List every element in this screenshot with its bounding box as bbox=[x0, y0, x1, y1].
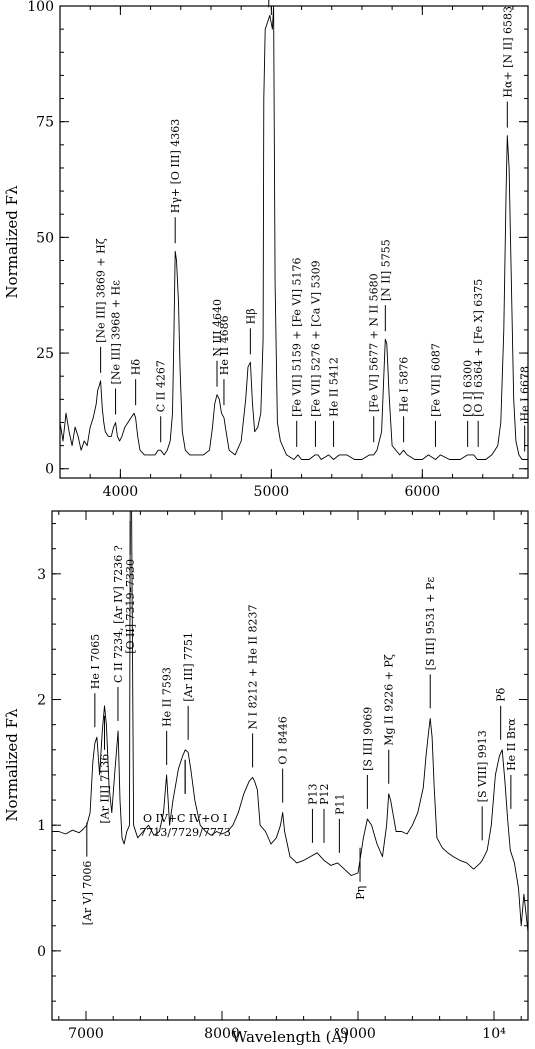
line-annotation: [Fe VII] 5276 + [Ca V] 5309 bbox=[309, 260, 322, 416]
line-annotation: Pη bbox=[354, 886, 367, 900]
line-annotation: Pδ bbox=[495, 687, 508, 701]
line-annotation: He I 6678 bbox=[519, 366, 532, 421]
x-tick-label: 9000 bbox=[340, 1026, 376, 1042]
line-annotation: C II 7234, [Ar IV] 7236 ? bbox=[112, 545, 125, 683]
line-annotation: [Fe VII] 5159 + [Fe VI] 5176 bbox=[291, 258, 304, 417]
line-annotation: He II 5412 bbox=[328, 357, 341, 417]
bottom-y-axis-label: Normalized Fλ bbox=[3, 708, 21, 822]
x-tick-label: 10⁴ bbox=[482, 1026, 506, 1042]
line-annotation: Mg II 9226 + Pζ bbox=[383, 654, 396, 746]
x-tick-label: 5000 bbox=[254, 484, 290, 500]
line-annotation: [Ar III] 7136 bbox=[98, 754, 111, 824]
top-plot-frame bbox=[59, 5, 529, 479]
line-annotation: Hβ bbox=[244, 308, 257, 324]
x-tick-label: 8000 bbox=[204, 1026, 240, 1042]
line-annotation: 7713/7729/7773 bbox=[139, 826, 230, 839]
y-tick-label: 3 bbox=[37, 567, 46, 583]
top-spectrum-line bbox=[59, 5, 528, 460]
line-annotation: [Ne III] 3968 + Hε bbox=[110, 280, 123, 385]
line-annotation: [O I] 6364 + [Fe X] 6375 bbox=[472, 279, 485, 417]
line-annotation: [Fe VII] 6087 bbox=[429, 343, 442, 417]
line-annotation: [S VIII] 9913 bbox=[476, 730, 489, 802]
line-annotation: He II 7593 bbox=[161, 667, 174, 727]
line-annotation: P11 bbox=[333, 793, 346, 814]
line-annotation: He II Brα bbox=[505, 718, 518, 771]
line-annotation: [Ne III] 3869 + Hζ bbox=[95, 238, 108, 343]
y-tick-label: 1 bbox=[37, 818, 46, 834]
line-annotation: P13 bbox=[306, 783, 319, 804]
y-tick-label: 25 bbox=[36, 346, 54, 362]
y-tick-label: 50 bbox=[36, 230, 54, 246]
bottom-plot-frame bbox=[51, 510, 529, 1021]
line-annotation: C II 4267 bbox=[155, 360, 168, 412]
line-annotation: [O II] 7319–7330 bbox=[124, 559, 137, 654]
y-tick-label: 0 bbox=[45, 462, 54, 478]
line-annotation: P12 bbox=[318, 783, 331, 804]
top-y-axis-label: Normalized Fλ bbox=[3, 185, 21, 299]
x-tick-label: 7000 bbox=[68, 1026, 104, 1042]
line-annotation: Hα+ [N II] 6583 bbox=[501, 6, 514, 98]
panel-bottom: 7000 8000 9000 10⁴ 0 1 2 3 [Ar V] 7006 He I 7065… bbox=[3, 510, 529, 1046]
y-tick-label: 100 bbox=[27, 0, 54, 15]
line-annotation: N III 4640 bbox=[211, 299, 224, 357]
panel-top: 4000 5000 6000 0 25 50 75 100 [Ne III] 3869 + H… bbox=[3, 0, 532, 500]
line-annotation: Hδ bbox=[130, 359, 143, 376]
line-annotation: [Ar III] 7751 bbox=[182, 632, 195, 702]
x-axis-label: Wavelength (Å) bbox=[232, 1028, 348, 1046]
line-annotation: [O I] 6300 bbox=[462, 360, 475, 417]
line-annotation: He I 7065 bbox=[89, 634, 102, 689]
line-annotation: [S III] 9531 + Pε bbox=[424, 577, 437, 671]
y-tick-label: 75 bbox=[36, 115, 54, 131]
line-annotation: N I 8212 + He II 8237 bbox=[247, 604, 260, 729]
line-annotation: O IV+C IV+O I bbox=[143, 812, 227, 825]
line-annotation: O I 8446 bbox=[277, 716, 290, 764]
line-annotation: [N II] 5755 bbox=[379, 239, 392, 301]
line-annotation: [Ar V] 7006 bbox=[81, 861, 94, 926]
line-annotation: [S III] 9069 bbox=[361, 707, 374, 771]
line-annotation: He I 5876 bbox=[398, 357, 411, 412]
line-annotation: [Fe VI] 5677 + N II 5680 bbox=[368, 273, 381, 412]
y-tick-label: 0 bbox=[37, 944, 46, 960]
bottom-spectrum-line bbox=[52, 510, 529, 933]
x-tick-label: 6000 bbox=[405, 484, 441, 500]
y-tick-label: 2 bbox=[37, 693, 46, 709]
line-annotation: Hγ+ [O III] 4363 bbox=[169, 119, 182, 214]
x-tick-label: 4000 bbox=[103, 484, 139, 500]
line-annotation: He II 4686 bbox=[218, 315, 231, 375]
